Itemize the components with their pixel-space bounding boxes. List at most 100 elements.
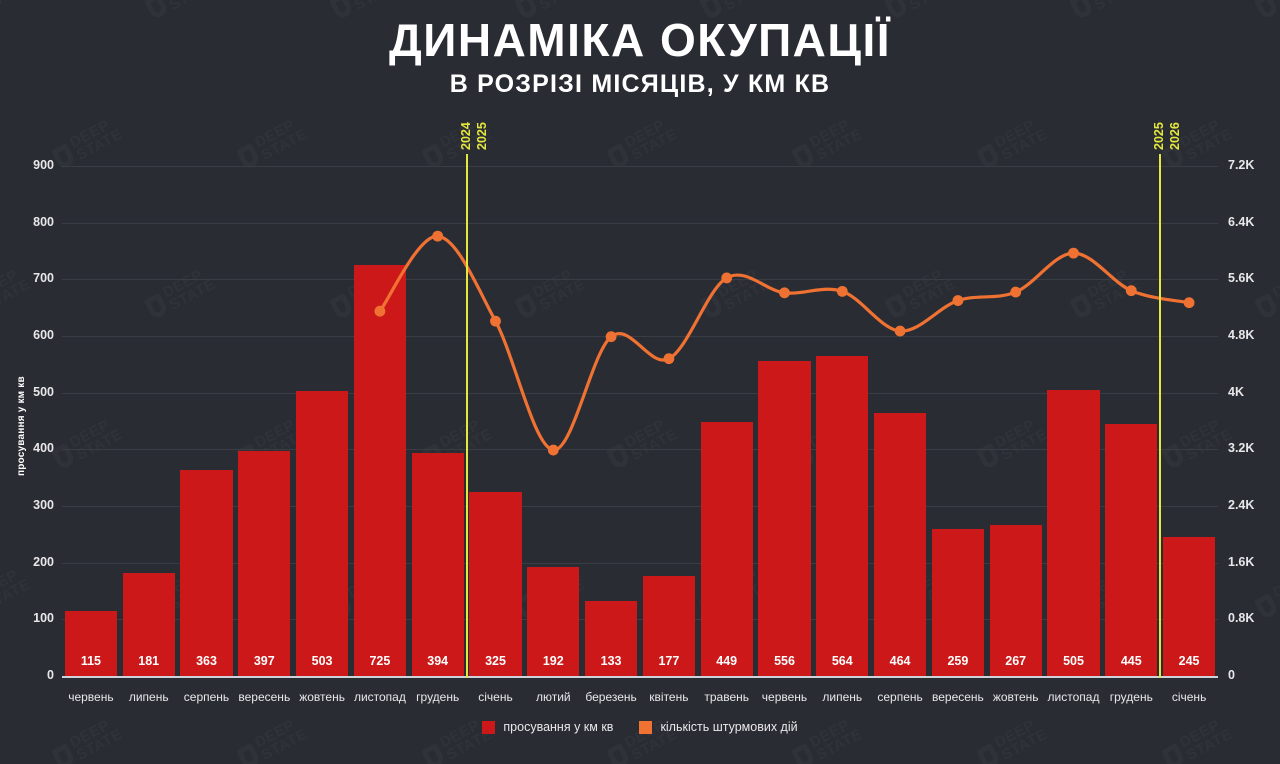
bar[interactable] (585, 600, 638, 676)
bar[interactable] (527, 567, 580, 676)
legend-swatch-advance (482, 720, 496, 734)
legend-label-assaults: кількість штурмових дій (660, 720, 798, 734)
y2-axis-tick-label: 6.4K (1228, 214, 1255, 229)
legend-item-advance: просування у км кв (482, 720, 613, 734)
y2-axis-tick-label: 0 (1228, 668, 1235, 682)
bar-value-label: 564 (831, 654, 853, 668)
bar[interactable] (1047, 389, 1100, 676)
bar-value-label: 505 (1063, 654, 1084, 668)
y-axis-tick-label: 500 (33, 384, 54, 399)
bar-value-label: 133 (600, 654, 622, 668)
bar-value-label: 464 (889, 654, 911, 668)
x-axis-tick-label: квітень (649, 690, 689, 704)
gridline (62, 449, 1218, 451)
bar-value-label: 445 (1120, 654, 1142, 668)
bar[interactable] (700, 421, 753, 676)
legend-item-assaults: кількість штурмових дій (639, 720, 798, 734)
bar[interactable] (1105, 423, 1158, 676)
bar[interactable] (758, 360, 811, 676)
bar-value-label: 192 (542, 654, 564, 668)
bar-value-label: 725 (369, 654, 391, 668)
y-axis-tick-label: 900 (33, 158, 54, 172)
x-axis-tick-label: серпень (183, 690, 230, 704)
y-axis-tick-label: 600 (33, 328, 54, 342)
bar-value-label: 397 (253, 654, 275, 668)
chart-legend: просування у км кв кількість штурмових д… (0, 720, 1280, 734)
bar[interactable] (931, 529, 984, 676)
bar-value-label: 181 (138, 654, 160, 668)
bar-value-label: 177 (658, 654, 680, 668)
bar-value-label: 115 (80, 654, 101, 668)
y2-axis-tick-label: 7.2K (1228, 158, 1255, 172)
y2-axis-tick-label: 4K (1228, 384, 1244, 399)
bar-value-label: 449 (716, 654, 738, 668)
bar[interactable] (64, 610, 117, 676)
x-axis-tick-label: серпень (877, 690, 923, 704)
bar[interactable] (122, 573, 175, 676)
bar-value-label: 245 (1178, 654, 1200, 668)
gridline (62, 166, 1218, 167)
x-axis-tick-label: жовтень (299, 690, 345, 704)
y2-axis-tick-label: 1.6K (1228, 554, 1255, 569)
x-axis-tick-label: липень (128, 690, 169, 704)
x-axis-tick-label: грудень (1109, 690, 1153, 704)
bar[interactable] (642, 575, 695, 676)
bar[interactable] (296, 390, 349, 676)
x-axis-tick-label: жовтень (992, 690, 1039, 704)
gridline (62, 279, 1218, 281)
x-axis-line (62, 676, 1218, 678)
gridline (62, 506, 1218, 507)
bar[interactable] (238, 451, 291, 676)
x-axis-tick-label: липень (822, 690, 863, 704)
x-axis-tick-label: червень (68, 690, 114, 704)
plot-area: 0 100 200 300 400 500 600 700 800 900 0 0.8K 1.6K 2.4… (16, 158, 1254, 682)
chart-header: ДИНАМІКА ОКУПАЦІЇ В РОЗРІЗІ МІСЯЦІВ, У К… (0, 16, 1280, 99)
gridline (62, 619, 1218, 621)
bar[interactable] (989, 524, 1042, 676)
gridline (62, 562, 1218, 564)
y2-axis-tick-label: 2.4K (1228, 498, 1255, 512)
bar[interactable] (469, 491, 522, 676)
y-axis-tick-label: 300 (33, 498, 54, 512)
year-divider-line (1159, 154, 1162, 678)
year-label-after: 2026 (1168, 122, 1183, 150)
bar[interactable] (816, 356, 869, 676)
bar[interactable] (180, 470, 233, 676)
x-axis-tick-label: вересень (931, 690, 984, 704)
year-label-after: 2025 (474, 122, 489, 150)
gridline (62, 222, 1218, 224)
page-title: ДИНАМІКА ОКУПАЦІЇ (389, 14, 891, 66)
bar-value-label: 325 (485, 654, 506, 668)
x-axis-tick-label: листопад (1047, 690, 1100, 704)
y2-axis-tick-label: 5.6K (1228, 271, 1255, 286)
x-axis-tick-label: січень (478, 690, 513, 704)
bar[interactable] (1163, 537, 1216, 676)
y-axis-tick-label: 700 (33, 271, 54, 286)
y2-axis-tick-label: 3.2K (1228, 441, 1255, 456)
bar-value-label: 259 (947, 654, 969, 668)
x-axis-tick-label: листопад (353, 690, 406, 704)
bar-value-label: 503 (311, 654, 333, 668)
legend-swatch-assaults (639, 720, 653, 734)
y-axis-tick-label: 400 (33, 441, 54, 456)
y-axis-tick-label: 100 (33, 611, 54, 626)
year-label-before: 2024 (458, 122, 473, 150)
bar[interactable] (874, 413, 927, 676)
bar[interactable] (411, 452, 464, 676)
y2-axis-tick-label: 0.8K (1228, 611, 1255, 626)
x-axis-tick-label: січень (1171, 690, 1207, 704)
x-axis-tick-label: травень (704, 690, 750, 704)
y-axis-tick-label: 0 (47, 668, 54, 682)
bar[interactable] (353, 265, 406, 676)
bar-value-label: 556 (774, 654, 795, 668)
bar-value-label: 363 (196, 654, 217, 668)
legend-label-advance: просування у км кв (503, 720, 614, 734)
bar-value-label: 267 (1005, 654, 1027, 668)
